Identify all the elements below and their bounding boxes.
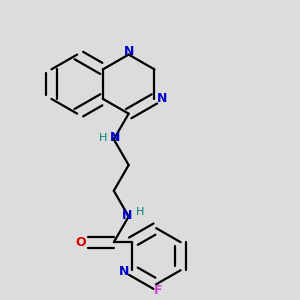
Text: N: N [119,265,130,278]
Text: N: N [110,131,121,144]
Text: O: O [75,236,86,249]
Text: F: F [153,284,162,297]
Text: H: H [136,207,145,217]
Text: N: N [157,92,167,105]
Text: H: H [99,133,108,143]
Text: N: N [124,44,134,58]
Text: N: N [122,208,132,221]
